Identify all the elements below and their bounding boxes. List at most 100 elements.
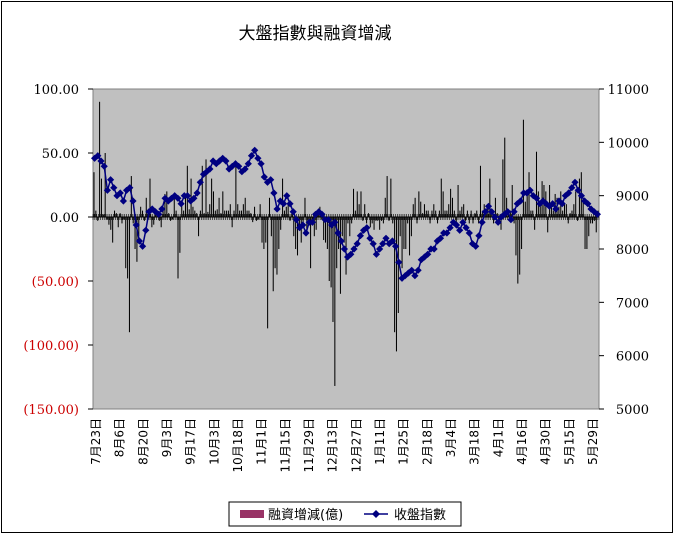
x-tick-label: 7月23日 xyxy=(89,418,103,465)
bar xyxy=(489,178,491,217)
bar xyxy=(95,210,97,217)
x-tick-label: 1月11日 xyxy=(373,418,387,465)
bar xyxy=(119,213,121,217)
bar xyxy=(298,217,300,230)
index-marker xyxy=(135,237,143,245)
bar xyxy=(425,210,427,217)
x-tick-label: 5月29日 xyxy=(586,418,600,465)
index-marker xyxy=(577,192,585,200)
bar xyxy=(550,204,552,217)
index-marker xyxy=(366,234,374,242)
index-marker xyxy=(174,194,182,202)
index-marker xyxy=(513,200,521,208)
bar xyxy=(237,204,239,217)
bar xyxy=(409,217,411,256)
bar xyxy=(353,188,355,217)
right-tick-label: 11000 xyxy=(608,83,649,98)
index-marker xyxy=(581,197,589,205)
index-marker xyxy=(392,242,400,250)
bar xyxy=(106,217,108,220)
bar xyxy=(151,217,153,228)
bar xyxy=(289,217,291,221)
bar xyxy=(321,217,323,220)
bar xyxy=(515,217,517,256)
index-marker xyxy=(155,210,163,218)
index-marker xyxy=(536,200,544,208)
bar xyxy=(528,172,530,217)
x-tick-label: 11月29日 xyxy=(302,418,316,473)
bar xyxy=(539,204,541,217)
index-marker xyxy=(100,162,108,170)
bar xyxy=(511,185,513,217)
bar xyxy=(218,197,220,217)
bar xyxy=(207,211,209,217)
bar xyxy=(390,178,392,217)
index-marker xyxy=(280,200,288,208)
index-marker xyxy=(372,250,380,258)
bar xyxy=(188,209,190,217)
index-marker xyxy=(446,224,454,232)
bar xyxy=(405,217,407,249)
bar xyxy=(252,217,254,223)
bar xyxy=(349,217,351,237)
index-marker xyxy=(129,197,137,205)
index-marker xyxy=(417,256,425,264)
bar xyxy=(593,217,595,221)
index-marker xyxy=(315,208,323,216)
index-marker xyxy=(584,200,592,208)
x-tick-label: 4月30日 xyxy=(539,418,553,465)
index-marker xyxy=(379,240,387,248)
x-tick-label: 10月18日 xyxy=(231,418,245,473)
legend: 融資增減(億) 收盤指數 xyxy=(228,501,462,527)
index-marker xyxy=(299,221,307,229)
index-marker xyxy=(571,178,579,186)
index-marker xyxy=(516,197,525,205)
index-marker xyxy=(276,197,284,205)
bar xyxy=(504,137,506,217)
bar xyxy=(422,213,424,217)
bar xyxy=(300,217,302,243)
bar xyxy=(347,217,349,224)
bar xyxy=(549,185,551,217)
bar xyxy=(388,217,390,221)
bar xyxy=(268,197,271,217)
index-marker xyxy=(491,213,499,221)
index-marker xyxy=(376,245,384,253)
bar xyxy=(571,210,573,217)
bar xyxy=(457,185,459,217)
bar xyxy=(184,193,186,217)
bar-series xyxy=(93,101,599,386)
bar xyxy=(244,197,246,217)
x-tick-label: 9月17日 xyxy=(184,418,198,465)
bar xyxy=(231,217,233,228)
bar xyxy=(444,210,446,217)
bar xyxy=(437,217,439,224)
index-marker xyxy=(324,216,332,224)
bar xyxy=(369,217,371,228)
bar xyxy=(575,191,577,217)
bar xyxy=(384,197,386,217)
x-tick-label: 3月18日 xyxy=(468,418,482,465)
right-tick-label: 8000 xyxy=(616,243,649,258)
bar xyxy=(524,201,526,217)
bar xyxy=(259,204,261,217)
bar xyxy=(371,217,373,224)
index-marker xyxy=(126,184,134,192)
index-marker xyxy=(222,157,230,165)
bar xyxy=(248,210,250,217)
line-series xyxy=(91,146,601,282)
bar xyxy=(282,178,284,217)
index-marker xyxy=(478,218,486,226)
index-marker xyxy=(350,245,358,253)
bar xyxy=(472,217,474,224)
index-marker xyxy=(462,224,470,232)
index-marker xyxy=(353,240,361,248)
bar xyxy=(558,206,560,217)
bar xyxy=(97,217,99,221)
bar xyxy=(117,217,119,228)
index-marker xyxy=(552,205,560,213)
bar xyxy=(448,204,450,217)
index-marker xyxy=(103,186,111,194)
bar xyxy=(110,217,112,230)
